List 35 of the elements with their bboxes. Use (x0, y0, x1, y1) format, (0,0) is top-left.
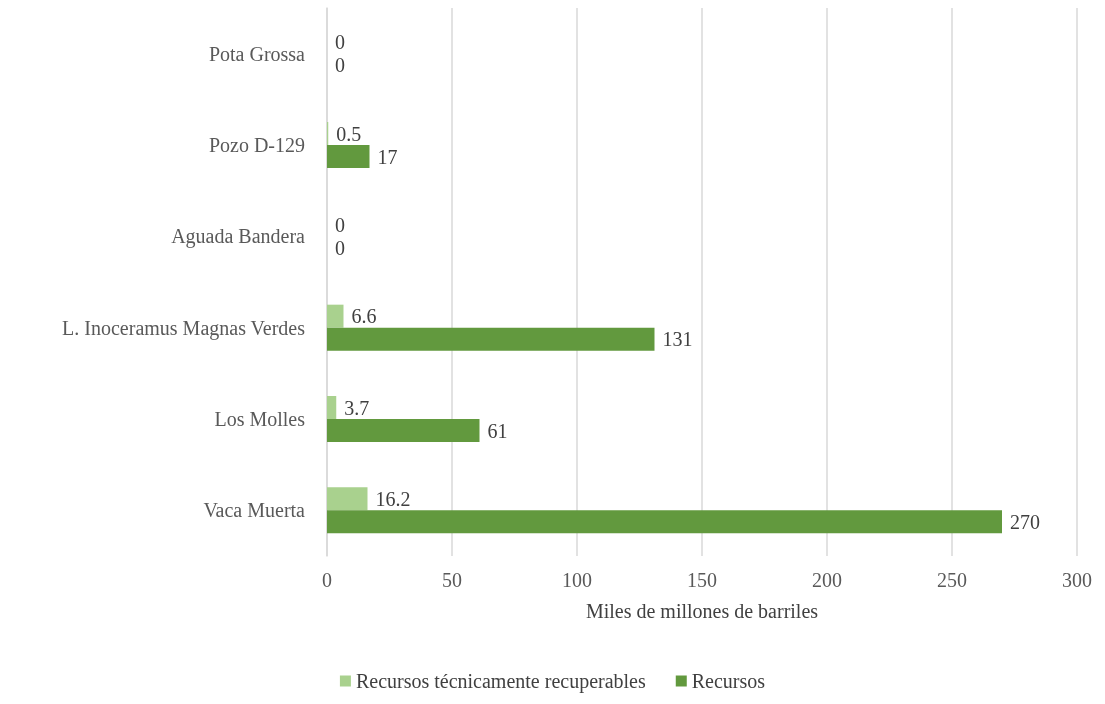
x-axis-title: Miles de millones de barriles (585, 600, 819, 622)
y-tick-label: Los Molles (214, 408, 306, 430)
x-tick-label: 100 (562, 569, 592, 591)
data-label: 0 (335, 31, 345, 54)
data-label: 270 (1010, 510, 1040, 533)
legend-label: Recursos técnicamente recuperables (355, 670, 646, 693)
x-tick-label: 300 (1062, 569, 1092, 591)
x-tick-label: 250 (937, 569, 967, 591)
x-tick-label: 200 (812, 569, 842, 591)
bar (327, 510, 1002, 534)
data-label: 0 (335, 54, 345, 77)
data-label: 0 (335, 236, 345, 259)
data-label: 0 (335, 213, 345, 236)
data-label: 16.2 (375, 487, 411, 510)
data-label: 3.7 (344, 396, 370, 419)
data-label: 0.5 (336, 122, 362, 145)
y-tick-label: Pota Grossa (208, 42, 306, 65)
y-tick-label: Aguada Bandera (171, 225, 306, 249)
data-label: 131 (662, 328, 693, 351)
data-label: 17 (377, 145, 398, 168)
data-label: 61 (487, 419, 508, 442)
y-tick-label: L. Inoceramus Magnas Verdes (62, 316, 306, 340)
bar (327, 327, 655, 351)
bar (327, 304, 344, 328)
bar (327, 419, 480, 442)
bar (327, 396, 337, 419)
bar (327, 487, 368, 511)
x-tick-label: 0 (322, 569, 332, 591)
bar (327, 145, 370, 168)
x-tick-label: 150 (687, 569, 717, 591)
x-tick-label: 50 (442, 569, 462, 591)
y-tick-label: Vaca Muerta (203, 499, 306, 522)
legend-label: Recursos (691, 670, 766, 692)
data-label: 6.6 (351, 305, 377, 328)
y-tick-label: Pozo D-129 (208, 134, 305, 156)
